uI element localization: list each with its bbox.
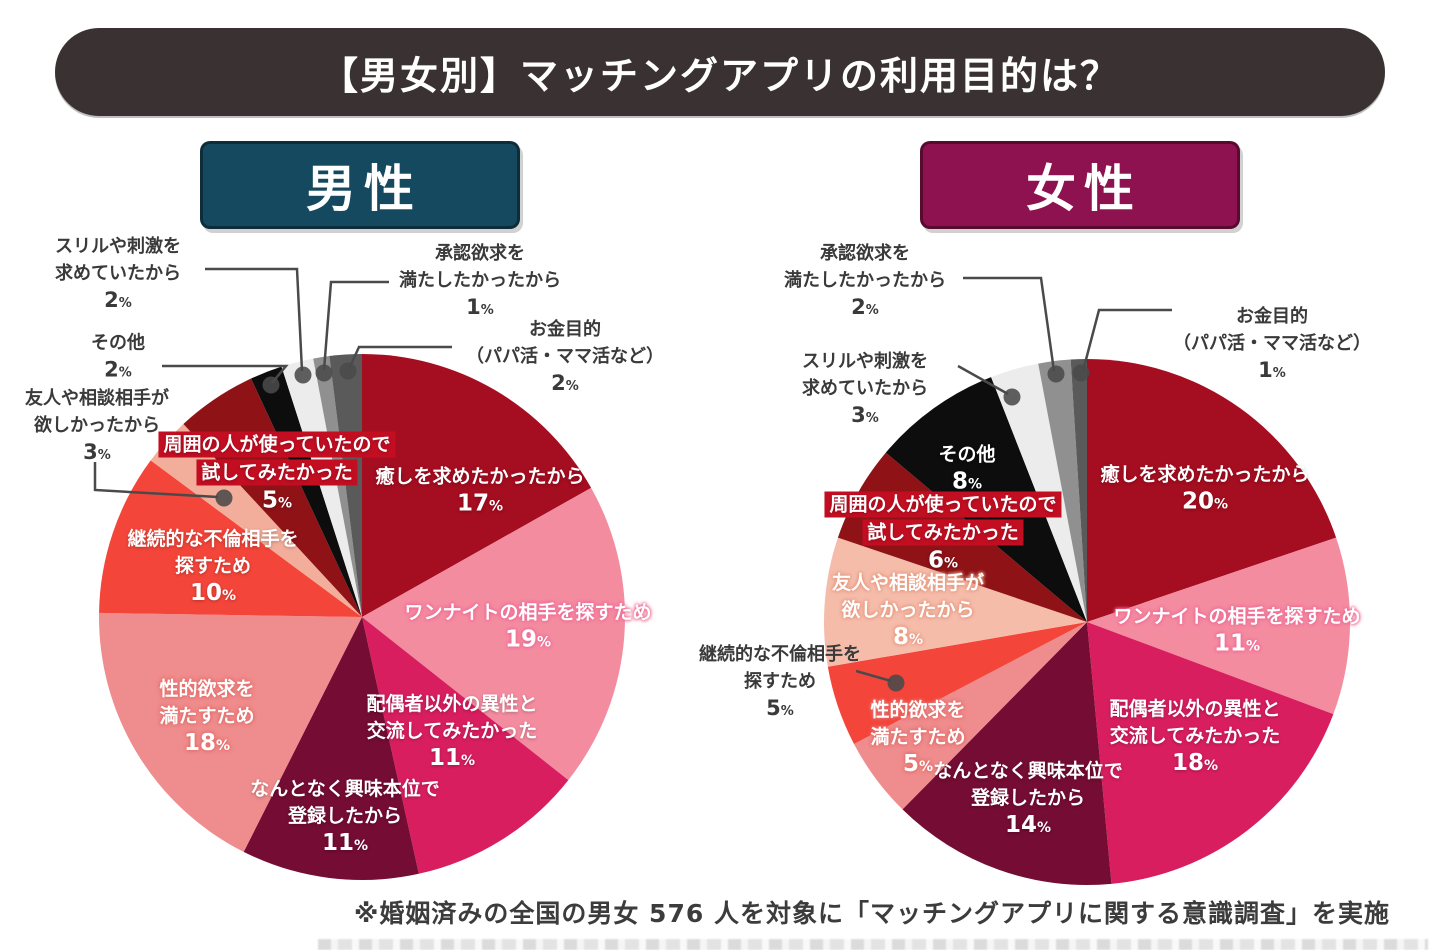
survey-footnote: ※婚姻済みの全国の男女 576 人を対象に「マッチングアプリに関する意識調査」を… bbox=[354, 899, 1390, 928]
pie-male-slice-9 bbox=[281, 358, 362, 617]
pie-male-leader-9 bbox=[205, 267, 304, 372]
pie-male-slice-4 bbox=[99, 612, 363, 852]
pie-male-slice-0 bbox=[362, 354, 592, 617]
pie-female-slice-1 bbox=[1087, 537, 1351, 715]
pie-male-leader-6 bbox=[93, 462, 219, 499]
pie-female-leader-10 bbox=[963, 276, 1056, 372]
pie-female-leader-dot-11 bbox=[1072, 364, 1090, 382]
cropped-text-line bbox=[318, 939, 1428, 950]
pie-male-slice-2 bbox=[362, 617, 569, 874]
female-header: 女性 bbox=[920, 141, 1240, 229]
pie-male-slice-8 bbox=[251, 366, 362, 617]
pie-male-leader-8 bbox=[162, 364, 289, 384]
pie-male-slice-3 bbox=[243, 617, 419, 880]
pie-female-slice-5 bbox=[827, 622, 1087, 744]
pie-female-slice-6 bbox=[824, 537, 1087, 667]
pie-female-slice-3 bbox=[902, 622, 1112, 885]
pie-female-slice-0 bbox=[1087, 359, 1337, 622]
male-header-label: 男性 bbox=[306, 160, 422, 218]
page-title: 【男女別】マッチングアプリの利用目的は？ bbox=[319, 53, 1120, 98]
pie-female-leader-dot-10 bbox=[1047, 365, 1065, 383]
pie-male-leader-dot-9 bbox=[294, 366, 312, 384]
pie-male-leader-10 bbox=[322, 280, 389, 371]
pie-female-leader-9 bbox=[957, 364, 1009, 396]
pie-male-leader-dot-6 bbox=[215, 489, 233, 507]
pie-female-leader-dot-5 bbox=[887, 674, 905, 692]
pie-female-leader-5 bbox=[855, 669, 892, 683]
title-banner: 【男女別】マッチングアプリの利用目的は？ bbox=[55, 28, 1385, 116]
pie-male-leader-dot-11 bbox=[339, 362, 357, 380]
pie-male-slice-5 bbox=[99, 460, 363, 617]
pie-female-leader-dot-9 bbox=[1003, 388, 1021, 406]
pie-female-slice-10 bbox=[1038, 359, 1087, 622]
pie-female-leader-11 bbox=[1081, 308, 1172, 372]
pie-male-leader-dot-8 bbox=[262, 376, 280, 394]
pie-male-leader-dot-10 bbox=[315, 364, 333, 382]
male-header: 男性 bbox=[200, 141, 520, 229]
pie-male-slice-1 bbox=[362, 487, 626, 781]
pie-female-slice-2 bbox=[1087, 622, 1334, 884]
pie-male-leader-11 bbox=[347, 345, 452, 370]
pie-male-slice-11 bbox=[329, 354, 362, 617]
female-header-label: 女性 bbox=[1026, 160, 1142, 218]
pie-male-slice-10 bbox=[313, 356, 362, 617]
pie-female-slice-4 bbox=[853, 622, 1087, 810]
pie-female-slice-11 bbox=[1070, 359, 1087, 622]
